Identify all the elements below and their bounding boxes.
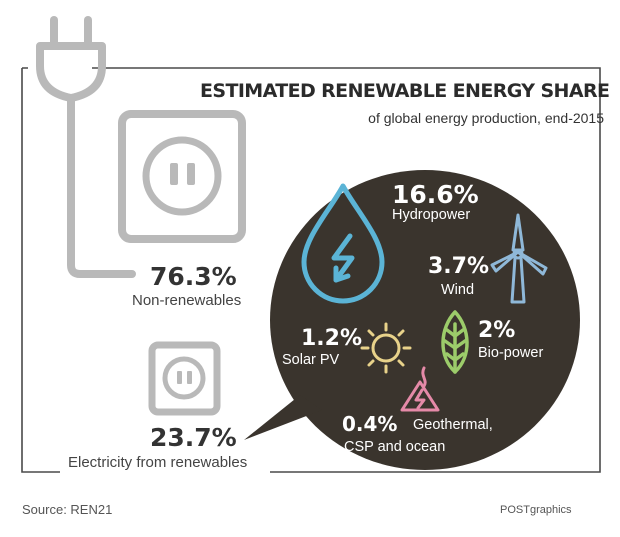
geo-label-line2: CSP and ocean: [344, 439, 446, 455]
bio-label: Bio-power: [478, 345, 544, 361]
bio-value: 2%: [478, 318, 516, 343]
credit-note: POSTgraphics: [500, 504, 572, 516]
frame-border: [21, 67, 601, 473]
non-renewables-label: Non-renewables: [132, 292, 242, 309]
hydro-value: 16.6%: [392, 180, 479, 209]
source-note: Source: REN21: [22, 502, 113, 517]
geothermal-icon: [400, 366, 440, 412]
renewables-bubble: [244, 170, 580, 470]
wind-turbine-icon: [490, 213, 548, 304]
sun-icon: [360, 322, 412, 374]
plug-icon: [36, 16, 136, 278]
renewables-total-value: 23.7%: [150, 423, 237, 452]
hydro-label: Hydropower: [392, 207, 471, 223]
chart-title: ESTIMATED RENEWABLE ENERGY SHARE: [200, 80, 610, 102]
leaf-icon: [441, 310, 469, 374]
solar-label: Solar PV: [282, 352, 340, 368]
non-renewables-value: 76.3%: [150, 262, 237, 291]
small-socket-icon: [148, 341, 221, 416]
large-socket-icon: [118, 110, 246, 243]
geo-label-line1: Geothermal,: [413, 417, 493, 433]
solar-value: 1.2%: [301, 326, 363, 351]
chart-subtitle: of global energy production, end-2015: [368, 110, 604, 126]
geo-value: 0.4%: [342, 412, 398, 436]
water-drop-icon: [301, 183, 385, 304]
renewables-total-label: Electricity from renewables: [68, 454, 248, 471]
wind-label: Wind: [441, 282, 475, 298]
wind-value: 3.7%: [428, 254, 490, 279]
